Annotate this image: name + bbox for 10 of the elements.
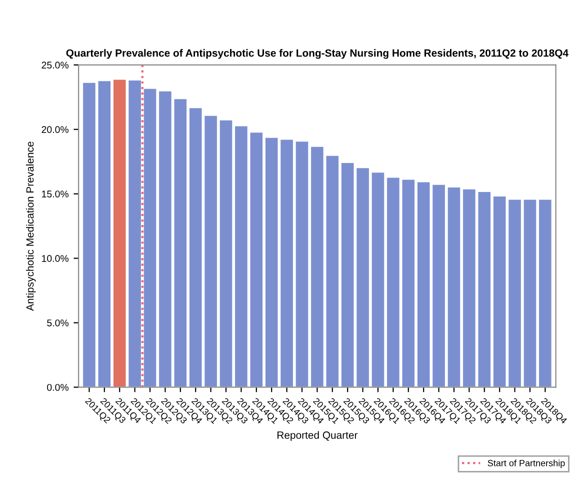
y-tick-label: 10.0% xyxy=(42,255,69,262)
y-tick-label: 5.0% xyxy=(47,319,69,326)
y-tick-label: 0.0% xyxy=(47,384,69,391)
y-tick-label: 25.0% xyxy=(42,62,69,69)
y-axis-title: Antipsychotic Medication Prevalence xyxy=(26,142,36,311)
chart-title: Quarterly Prevalence of Antipsychotic Use for Long-Stay Nursing Home Residents, 2011Q2 to 2018Q4 xyxy=(66,49,568,59)
y-tick-label: 15.0% xyxy=(42,190,69,198)
legend-label: Start of Partnership xyxy=(488,460,565,468)
y-tick-label: 20.0% xyxy=(42,126,69,134)
x-axis-title: Reported Quarter xyxy=(278,431,358,441)
